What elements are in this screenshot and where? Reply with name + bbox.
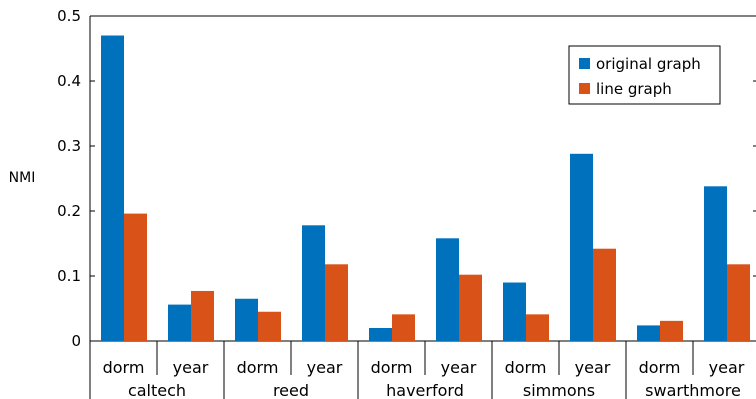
y-tick-label: 0.2 [57, 202, 81, 220]
bar-line-graph [392, 314, 415, 341]
y-axis-label: NMI [9, 170, 36, 186]
y-tick-label: 0.3 [57, 137, 81, 155]
bar-original-graph [570, 153, 593, 341]
x-tick-label: dorm [639, 358, 681, 377]
group-label: simmons [523, 381, 595, 399]
y-tick-label: 0.5 [57, 7, 81, 25]
x-tick-label: dorm [103, 358, 145, 377]
y-tick-label: 0.4 [57, 72, 81, 90]
bar-line-graph [526, 314, 549, 341]
x-tick-label: dorm [505, 358, 547, 377]
bar-line-graph [660, 320, 683, 341]
y-tick-label: 0 [71, 332, 81, 350]
bar-original-graph [168, 304, 191, 341]
bar-original-graph [302, 225, 325, 341]
group-label: haverford [386, 381, 464, 399]
x-tick-label: year [709, 358, 745, 377]
bar-line-graph [459, 274, 482, 341]
bar-original-graph [101, 35, 124, 341]
y-tick-label: 0.1 [57, 267, 81, 285]
bar-original-graph [637, 325, 660, 341]
x-tick-label: dorm [371, 358, 413, 377]
x-tick-label: year [441, 358, 477, 377]
legend-label: original graph [596, 55, 701, 73]
bar-line-graph [727, 264, 750, 341]
bar-line-graph [325, 264, 348, 341]
group-label: swarthmore [645, 381, 741, 399]
x-tick-label: year [575, 358, 611, 377]
bar-line-graph [124, 213, 147, 341]
bar-line-graph [191, 290, 214, 341]
legend-swatch [579, 58, 590, 69]
bar-line-graph [593, 248, 616, 341]
bar-original-graph [704, 186, 727, 341]
legend-box [568, 45, 721, 105]
plot-area: 0 0.1 0.2 0.3 0.4 0.5 dorm year dorm year dorm year… [57, 7, 756, 399]
legend: original graph line graph [568, 45, 721, 105]
group-label: caltech [128, 381, 186, 399]
x-tick-label: dorm [237, 358, 279, 377]
bar-line-graph [258, 311, 281, 341]
legend-swatch [579, 83, 590, 94]
x-tick-label: year [307, 358, 343, 377]
bar-original-graph [436, 238, 459, 341]
legend-label: line graph [596, 80, 672, 98]
x-tick-label: year [173, 358, 209, 377]
bar-original-graph [369, 328, 392, 341]
bar-original-graph [503, 282, 526, 341]
group-label: reed [273, 381, 309, 399]
bar-original-graph [235, 298, 258, 341]
